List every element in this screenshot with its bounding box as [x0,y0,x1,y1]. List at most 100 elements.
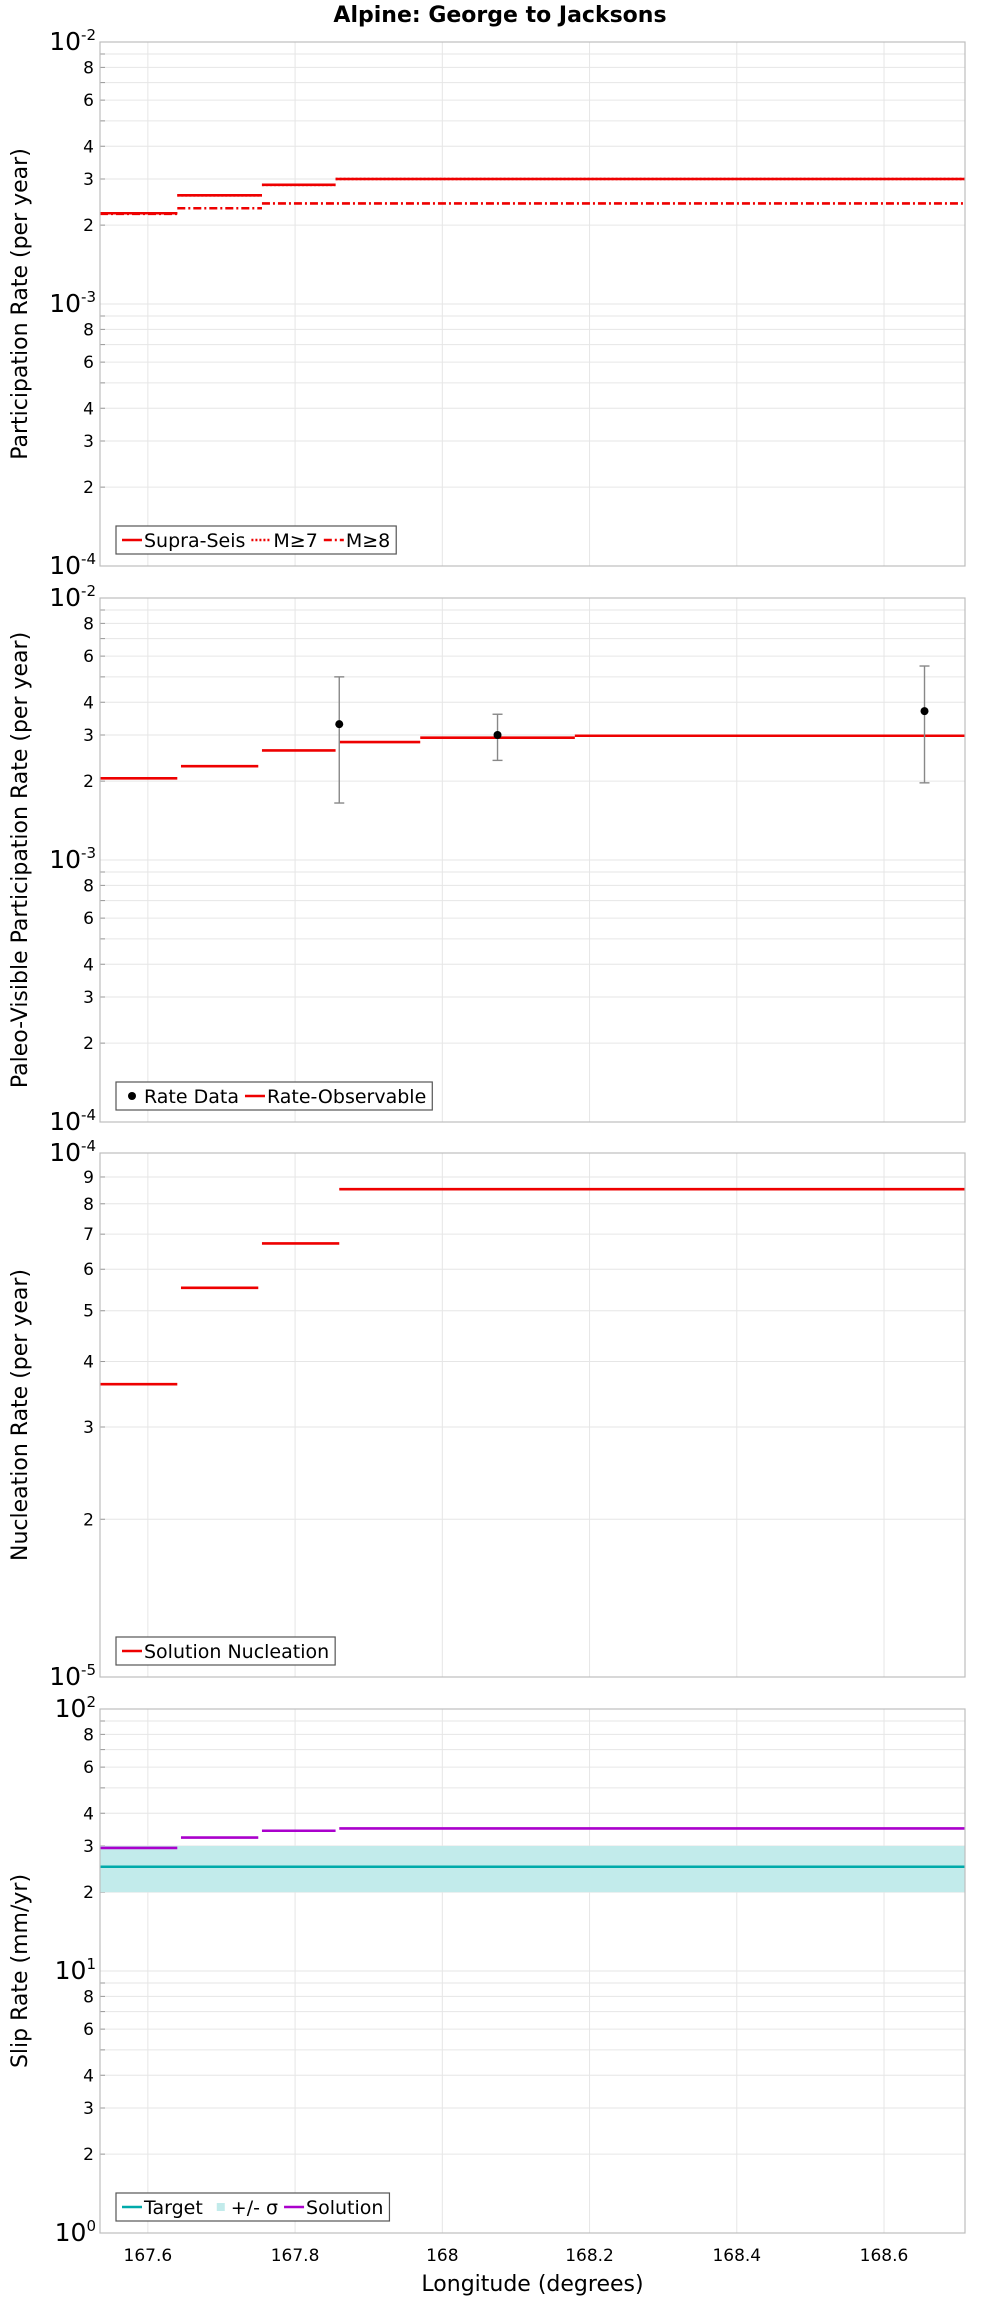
y-tick-label: 8 [83,876,94,896]
legend-label: Target [143,2197,203,2219]
legend-items: Target +/- σ Solution [122,2197,383,2219]
y-axis-label: Nucleation Rate (per year) [8,1269,33,1561]
data-point [920,707,929,716]
x-tick-label: 168 [426,2246,458,2266]
y-tick-label: 6 [83,2020,94,2040]
plot-area [100,665,965,804]
legend-items: Supra-Seis M≥7 M≥8 [122,530,390,552]
legend-swatch [216,2203,225,2211]
y-decade-label: 10-2 [49,582,96,612]
y-tick-label: 8 [83,1987,94,2007]
x-tick-label: 168.6 [860,2246,909,2266]
legend-swatch [128,1092,136,1100]
panel-4: 2 3 4 6 8 2 3 4 6 8 100 101 102 Slip Rate (mm/yr) Targ… [8,1693,966,2297]
legend-items: Solution Nucleation [122,1641,329,1663]
y-tick-label: 7 [83,1225,94,1245]
y-axis-label: Slip Rate (mm/yr) [8,1874,33,2068]
legend-label: Supra-Seis [144,530,245,552]
y-tick-label: 2 [83,2145,94,2165]
y-tick-label: 6 [83,91,94,111]
y-tick-label: 4 [83,693,94,713]
y-tick-label: 2 [83,1034,94,1054]
y-tick-label: 2 [83,1883,94,1903]
y-axis-label: Paleo-Visible Participation Rate (per ye… [8,632,33,1088]
legend-label: +/- σ [231,2197,278,2219]
legend: Supra-Seis M≥7 M≥8 [115,525,397,555]
panel-3: 2 3 4 5 6 7 8 9 10-5 10-4 Nucleation Rate (per yea… [8,1137,966,1691]
panel-frame [99,1708,966,2234]
y-tick-label: 3 [83,988,94,1008]
legend-label: Solution Nucleation [144,1641,329,1663]
sigma-band [100,1845,965,1893]
y-tick-label: 6 [83,1260,94,1280]
panel-frame [99,1152,966,1678]
y-tick-label: 3 [83,1837,94,1857]
chart-title: Alpine: George to Jacksons [333,3,666,28]
y-tick-label: 4 [83,1353,94,1373]
y-tick-label: 5 [83,1302,94,1322]
plot-area [100,1827,965,1893]
legend: Rate Data Rate-Observable [115,1081,433,1111]
plot-area [100,1187,965,1386]
legend: Target +/- σ Solution [115,2192,391,2222]
legend-box [115,2192,391,2222]
legend-label: M≥7 [273,530,317,552]
y-tick-label: 6 [83,647,94,667]
y-tick-label: 4 [83,1804,94,1824]
x-tick-label: 168.2 [565,2246,614,2266]
y-tick-label: 3 [83,2099,94,2119]
y-tick-label: 3 [83,1418,94,1438]
plot-area [100,177,965,216]
legend-label: Rate Data [144,1086,239,1108]
y-tick-label: 3 [83,726,94,746]
y-tick-label: 3 [83,170,94,190]
y-tick-label: 4 [83,955,94,975]
y-tick-label: 8 [83,58,94,78]
panel-2: 2 3 4 6 8 2 3 4 6 8 10-4 10-3 10-2 Paleo-Visible Part… [8,582,966,1136]
y-tick-label: 2 [83,216,94,236]
y-tick-label: 6 [83,353,94,373]
y-tick-label: 8 [83,320,94,340]
y-tick-label: 6 [83,909,94,929]
y-decade-label: 100 [55,2217,96,2247]
legend-label: Solution [306,2197,383,2219]
y-decade-label: 10-3 [49,844,96,874]
y-tick-label: 3 [83,432,94,452]
panel-frame [99,597,966,1123]
x-tick-label: 167.6 [124,2246,173,2266]
legend: Solution Nucleation [115,1636,336,1666]
y-decade-label: 10-3 [49,288,96,318]
legend-box [115,1636,336,1666]
y-decade-label: 101 [55,1955,96,1985]
y-decade-label: 10-4 [49,1137,96,1167]
y-tick-label: 6 [83,1758,94,1778]
y-tick-label: 2 [83,478,94,498]
y-axis-label: Participation Rate (per year) [8,148,33,460]
legend-items: Rate Data Rate-Observable [128,1086,426,1108]
legend-label: M≥8 [346,530,390,552]
panel-frame [99,41,966,567]
y-tick-label: 4 [83,399,94,419]
y-tick-label: 8 [83,1725,94,1745]
y-tick-label: 8 [83,614,94,634]
x-tick-label: 168.4 [712,2246,761,2266]
y-decade-label: 10-4 [49,550,96,580]
y-decade-label: 10-2 [49,26,96,56]
y-tick-label: 4 [83,137,94,157]
y-tick-label: 2 [83,1510,94,1530]
y-tick-label: 8 [83,1195,94,1215]
y-tick-label: 9 [83,1168,94,1188]
y-tick-label: 2 [83,772,94,792]
x-tick-label: 167.8 [271,2246,320,2266]
y-decade-label: 10-4 [49,1106,96,1136]
panel-1: 2 3 4 6 8 2 3 4 6 8 10-4 10-3 10-2 Participation Rate… [8,26,966,580]
x-axis-label: Longitude (degrees) [421,2272,643,2297]
data-point [493,730,502,739]
y-tick-label: 4 [83,2066,94,2086]
legend-label: Rate-Observable [267,1086,426,1108]
y-decade-label: 10-5 [49,1661,96,1691]
legend-box [115,1081,433,1111]
y-decade-label: 102 [55,1693,96,1723]
